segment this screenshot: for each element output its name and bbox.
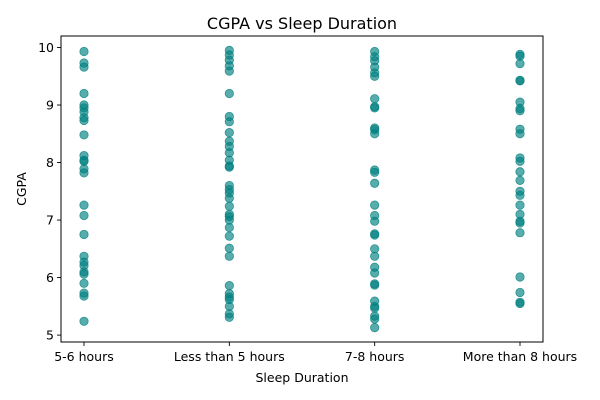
scatter-point <box>515 272 525 282</box>
scatter-point <box>224 222 234 233</box>
points-layer <box>79 45 525 333</box>
y-tick-label: 8 <box>46 155 54 170</box>
scatter-point <box>224 201 234 211</box>
scatter-point <box>224 88 234 99</box>
x-tick-label: Less than 5 hours <box>174 349 285 364</box>
x-axis-label: Sleep Duration <box>256 370 349 385</box>
scatter-point <box>370 216 380 226</box>
scatter-point <box>370 103 380 113</box>
x-axis-ticks: 5-6 hours Less than 5 hours 7-8 hours More … <box>54 342 577 364</box>
scatter-point <box>79 168 89 178</box>
scatter-point <box>224 281 234 291</box>
scatter-point <box>515 228 525 238</box>
scatter-point <box>515 59 525 69</box>
scatter-point <box>224 66 234 76</box>
scatter-point <box>370 323 380 333</box>
scatter-point <box>79 291 89 301</box>
scatter-point <box>515 218 525 228</box>
scatter-point <box>515 287 525 298</box>
scatter-point <box>224 162 234 172</box>
scatter-point <box>79 62 89 72</box>
scatter-point <box>79 200 89 210</box>
scatter-point <box>515 200 525 210</box>
scatter-point <box>79 316 89 326</box>
scatter-point <box>370 303 380 313</box>
x-tick-label: More than 8 hours <box>463 349 577 364</box>
y-tick-label: 6 <box>46 270 54 285</box>
chart-title: CGPA vs Sleep Duration <box>207 14 397 33</box>
scatter-point <box>79 46 89 57</box>
scatter-point <box>515 106 525 116</box>
scatter-point <box>370 178 380 188</box>
scatter-point <box>370 268 380 278</box>
scatter-point <box>370 280 380 290</box>
x-tick-label: 7-8 hours <box>345 349 405 364</box>
scatter-point <box>79 278 89 288</box>
scatter-point <box>79 210 89 221</box>
scatter-point <box>224 231 234 241</box>
scatter-point <box>515 76 525 86</box>
scatter-point <box>79 88 89 99</box>
scatter-point <box>515 190 525 200</box>
scatter-point <box>370 94 380 104</box>
y-tick-label: 5 <box>46 328 54 343</box>
scatter-point <box>224 251 234 261</box>
scatter-point <box>224 312 234 322</box>
x-tick-label: 5-6 hours <box>54 349 114 364</box>
scatter-point <box>515 298 525 309</box>
plot-frame <box>60 35 544 343</box>
scatter-point <box>515 129 525 139</box>
scatter-point <box>224 193 234 203</box>
y-tick-label: 9 <box>46 98 54 113</box>
scatter-point <box>515 156 525 166</box>
y-axis-label: CGPA <box>14 172 29 206</box>
scatter-point <box>224 117 234 127</box>
scatter-point <box>370 200 380 210</box>
y-axis-ticks: 5 6 7 8 9 10 <box>38 40 61 343</box>
y-tick-label: 10 <box>38 40 54 55</box>
scatter-point <box>224 128 234 138</box>
y-tick-label: 7 <box>46 213 54 228</box>
scatter-point <box>370 314 380 324</box>
scatter-point <box>515 175 525 185</box>
scatter-point <box>79 269 89 279</box>
scatter-point <box>370 167 380 177</box>
scatter-point <box>79 229 89 240</box>
scatter-point <box>515 167 525 177</box>
scatter-point <box>370 230 380 240</box>
scatter-point <box>79 115 89 126</box>
scatter-point <box>224 243 234 253</box>
scatter-point <box>370 251 380 261</box>
scatter-point <box>79 130 89 140</box>
scatter-point <box>370 71 380 81</box>
scatter-point <box>370 129 380 139</box>
